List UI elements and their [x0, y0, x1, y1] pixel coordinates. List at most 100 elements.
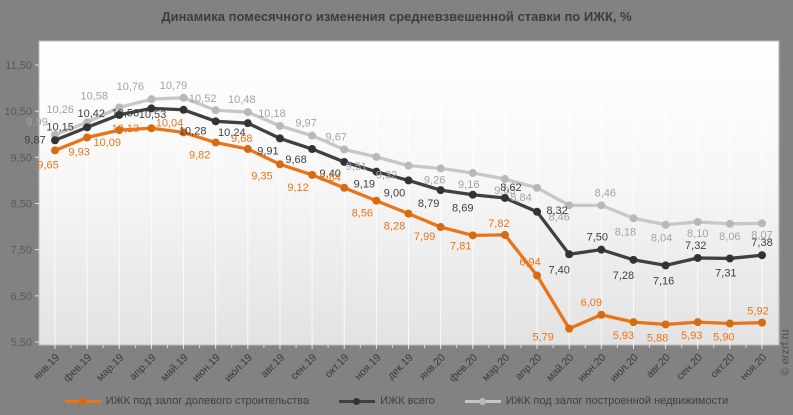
data-point — [758, 219, 766, 228]
data-point — [147, 124, 156, 133]
data-label: 10,48 — [228, 94, 256, 106]
data-label: 9,32 — [376, 170, 397, 182]
legend-label: ИЖК всего — [380, 395, 435, 407]
data-label: 8,18 — [615, 226, 636, 238]
data-point — [693, 217, 702, 226]
watermark: © erzrf.ru — [779, 329, 792, 376]
data-point — [179, 105, 188, 114]
x-axis-label: ноя.20 — [738, 352, 769, 383]
data-point — [597, 310, 606, 319]
data-label: 9,26 — [424, 174, 445, 186]
legend: ИЖК под залог долевого строительства ИЖК… — [0, 395, 793, 407]
y-axis-label: 10,50 — [4, 106, 32, 118]
data-point — [468, 231, 477, 240]
data-label: 6,09 — [581, 297, 602, 309]
data-label: 10,53 — [139, 109, 167, 121]
data-label: 10,18 — [258, 108, 286, 120]
data-point — [404, 209, 413, 218]
data-label: 9,16 — [458, 179, 479, 191]
data-label: 10,42 — [78, 108, 106, 120]
x-axis-label: май.20 — [544, 352, 576, 384]
data-label: 9,51 — [346, 161, 367, 173]
data-label: 7,28 — [613, 270, 634, 282]
x-axis-label: мар.20 — [480, 352, 512, 384]
data-label: 5,88 — [647, 332, 668, 344]
x-axis-label: июн.20 — [576, 352, 609, 385]
data-point — [661, 261, 670, 270]
data-label: 8,10 — [687, 228, 708, 240]
data-point — [629, 214, 638, 223]
data-label: 8,07 — [751, 229, 772, 241]
data-point — [725, 319, 734, 328]
y-axis-label: 5,50 — [11, 337, 32, 349]
data-point — [500, 175, 509, 184]
data-point — [597, 245, 606, 254]
data-label: 9,91 — [257, 145, 278, 157]
data-label: 8,46 — [548, 211, 569, 223]
data-point — [340, 145, 349, 154]
data-point — [372, 196, 381, 205]
data-label: 8,62 — [500, 182, 521, 194]
data-point — [758, 251, 766, 260]
data-label: 5,92 — [747, 306, 768, 318]
legend-line-marker-dark-icon — [339, 397, 376, 406]
data-point — [340, 157, 349, 166]
data-label: 9,03 — [494, 185, 515, 197]
data-label: 8,56 — [352, 208, 373, 220]
data-point — [211, 138, 220, 147]
data-point — [211, 106, 220, 115]
data-label: 8,84 — [320, 172, 341, 184]
data-label: 7,81 — [450, 240, 471, 252]
data-label: 10,79 — [160, 80, 188, 92]
data-label: 5,79 — [532, 332, 553, 344]
data-label: 10,76 — [117, 81, 145, 93]
data-point — [115, 103, 124, 112]
data-point — [372, 152, 381, 161]
data-label: 6,94 — [519, 257, 540, 269]
data-label: 8,04 — [651, 233, 672, 245]
data-label: 9,19 — [354, 179, 375, 191]
data-label: 9,97 — [295, 118, 316, 130]
data-label: 9,67 — [326, 131, 347, 143]
data-label: 7,50 — [587, 232, 608, 244]
data-label: 8,32 — [546, 205, 567, 217]
data-point — [275, 160, 284, 169]
data-point — [179, 93, 188, 102]
x-axis-label: ноя.19 — [352, 352, 383, 383]
x-axis-label: янв.19 — [31, 352, 62, 383]
data-point — [243, 145, 252, 154]
x-axis-label: апр.19 — [127, 352, 158, 383]
data-label: 8,06 — [719, 231, 740, 243]
data-label: 9,93 — [68, 146, 89, 158]
data-label: 10,09 — [94, 137, 122, 149]
data-label: 7,31 — [715, 267, 736, 279]
data-point — [340, 183, 349, 192]
y-axis-label: 9,50 — [11, 152, 32, 164]
data-point — [308, 145, 317, 154]
legend-label: ИЖК под залог долевого строительства — [105, 395, 310, 407]
data-point — [404, 161, 413, 170]
data-point — [51, 146, 59, 155]
data-point — [308, 170, 317, 179]
legend-item-dolevoe: ИЖК под залог долевого строительства — [64, 395, 310, 407]
data-label: 8,69 — [452, 203, 473, 215]
x-axis-label: авг.20 — [644, 352, 673, 381]
x-axis-label: дек.19 — [385, 352, 416, 383]
y-axis-label: 8,50 — [11, 199, 32, 211]
data-point — [565, 324, 574, 333]
data-point — [275, 134, 284, 143]
data-label: 7,32 — [685, 240, 706, 252]
data-point — [565, 201, 574, 210]
y-axis-label: 6,50 — [11, 291, 32, 303]
data-label: 9,65 — [37, 159, 58, 171]
x-axis-label: июн.19 — [190, 352, 223, 385]
data-label: 9,35 — [251, 170, 272, 182]
data-label: 9,68 — [231, 133, 252, 145]
data-point — [83, 133, 92, 142]
x-axis-label: май.19 — [158, 352, 190, 384]
data-label: 7,40 — [548, 264, 569, 276]
data-point — [693, 318, 702, 327]
data-label: 10,56 — [112, 107, 140, 119]
